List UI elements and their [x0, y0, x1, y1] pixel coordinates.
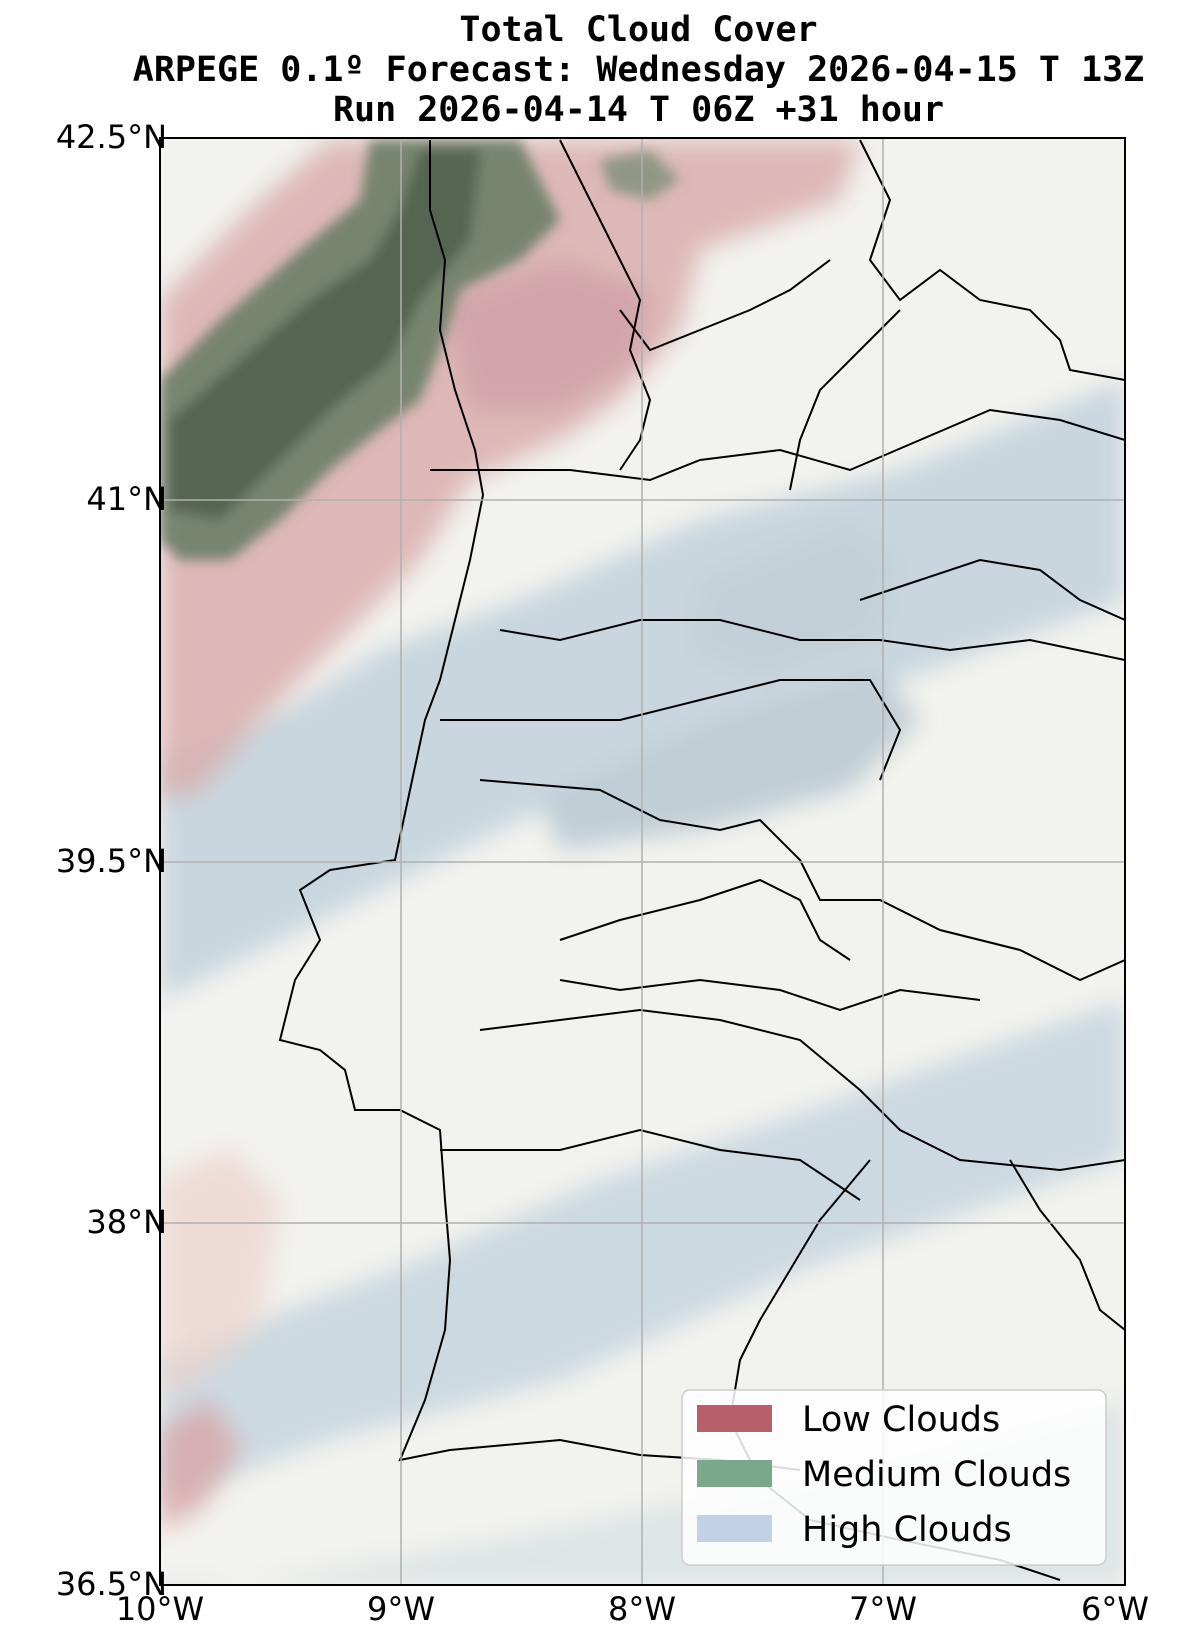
plot-frame: [159, 137, 1126, 1586]
lat-tick-label: 36.5°N: [55, 1565, 167, 1603]
legend-swatch-high-clouds: [697, 1515, 772, 1542]
chart-title: Total Cloud Cover: [459, 10, 818, 50]
lat-tick-label: 38°N: [86, 1203, 167, 1241]
legend-swatch-medium-clouds: [697, 1460, 772, 1487]
legend-swatch-low-clouds: [697, 1405, 772, 1432]
lon-tick-label: 7°W: [849, 1590, 917, 1628]
gridlines: [160, 138, 1125, 1585]
legend-label-medium-clouds: Medium Clouds: [802, 1455, 1071, 1495]
lat-tick-label: 39.5°N: [55, 842, 167, 880]
medium-clouds-area: [160, 140, 680, 560]
lat-tick-label: 42.5°N: [55, 118, 167, 156]
lon-tick-label: 9°W: [367, 1590, 435, 1628]
legend-label-low-clouds: Low Clouds: [802, 1400, 1000, 1440]
lon-tick-label: 6°W: [1081, 1590, 1149, 1628]
chart-subtitle-forecast: ARPEGE 0.1º Forecast: Wednesday 2026-04-…: [132, 50, 1145, 90]
legend-box: [681, 1389, 1107, 1566]
legend: Low Clouds Medium Clouds High Clouds: [681, 1389, 1107, 1566]
lon-tick-label: 10°W: [115, 1590, 205, 1628]
lon-tick-label: 8°W: [608, 1590, 676, 1628]
chart-subtitle-run: Run 2026-04-14 T 06Z +31 hour: [332, 90, 945, 130]
lat-tick-label: 41°N: [86, 480, 167, 518]
legend-label-high-clouds: High Clouds: [802, 1510, 1012, 1550]
